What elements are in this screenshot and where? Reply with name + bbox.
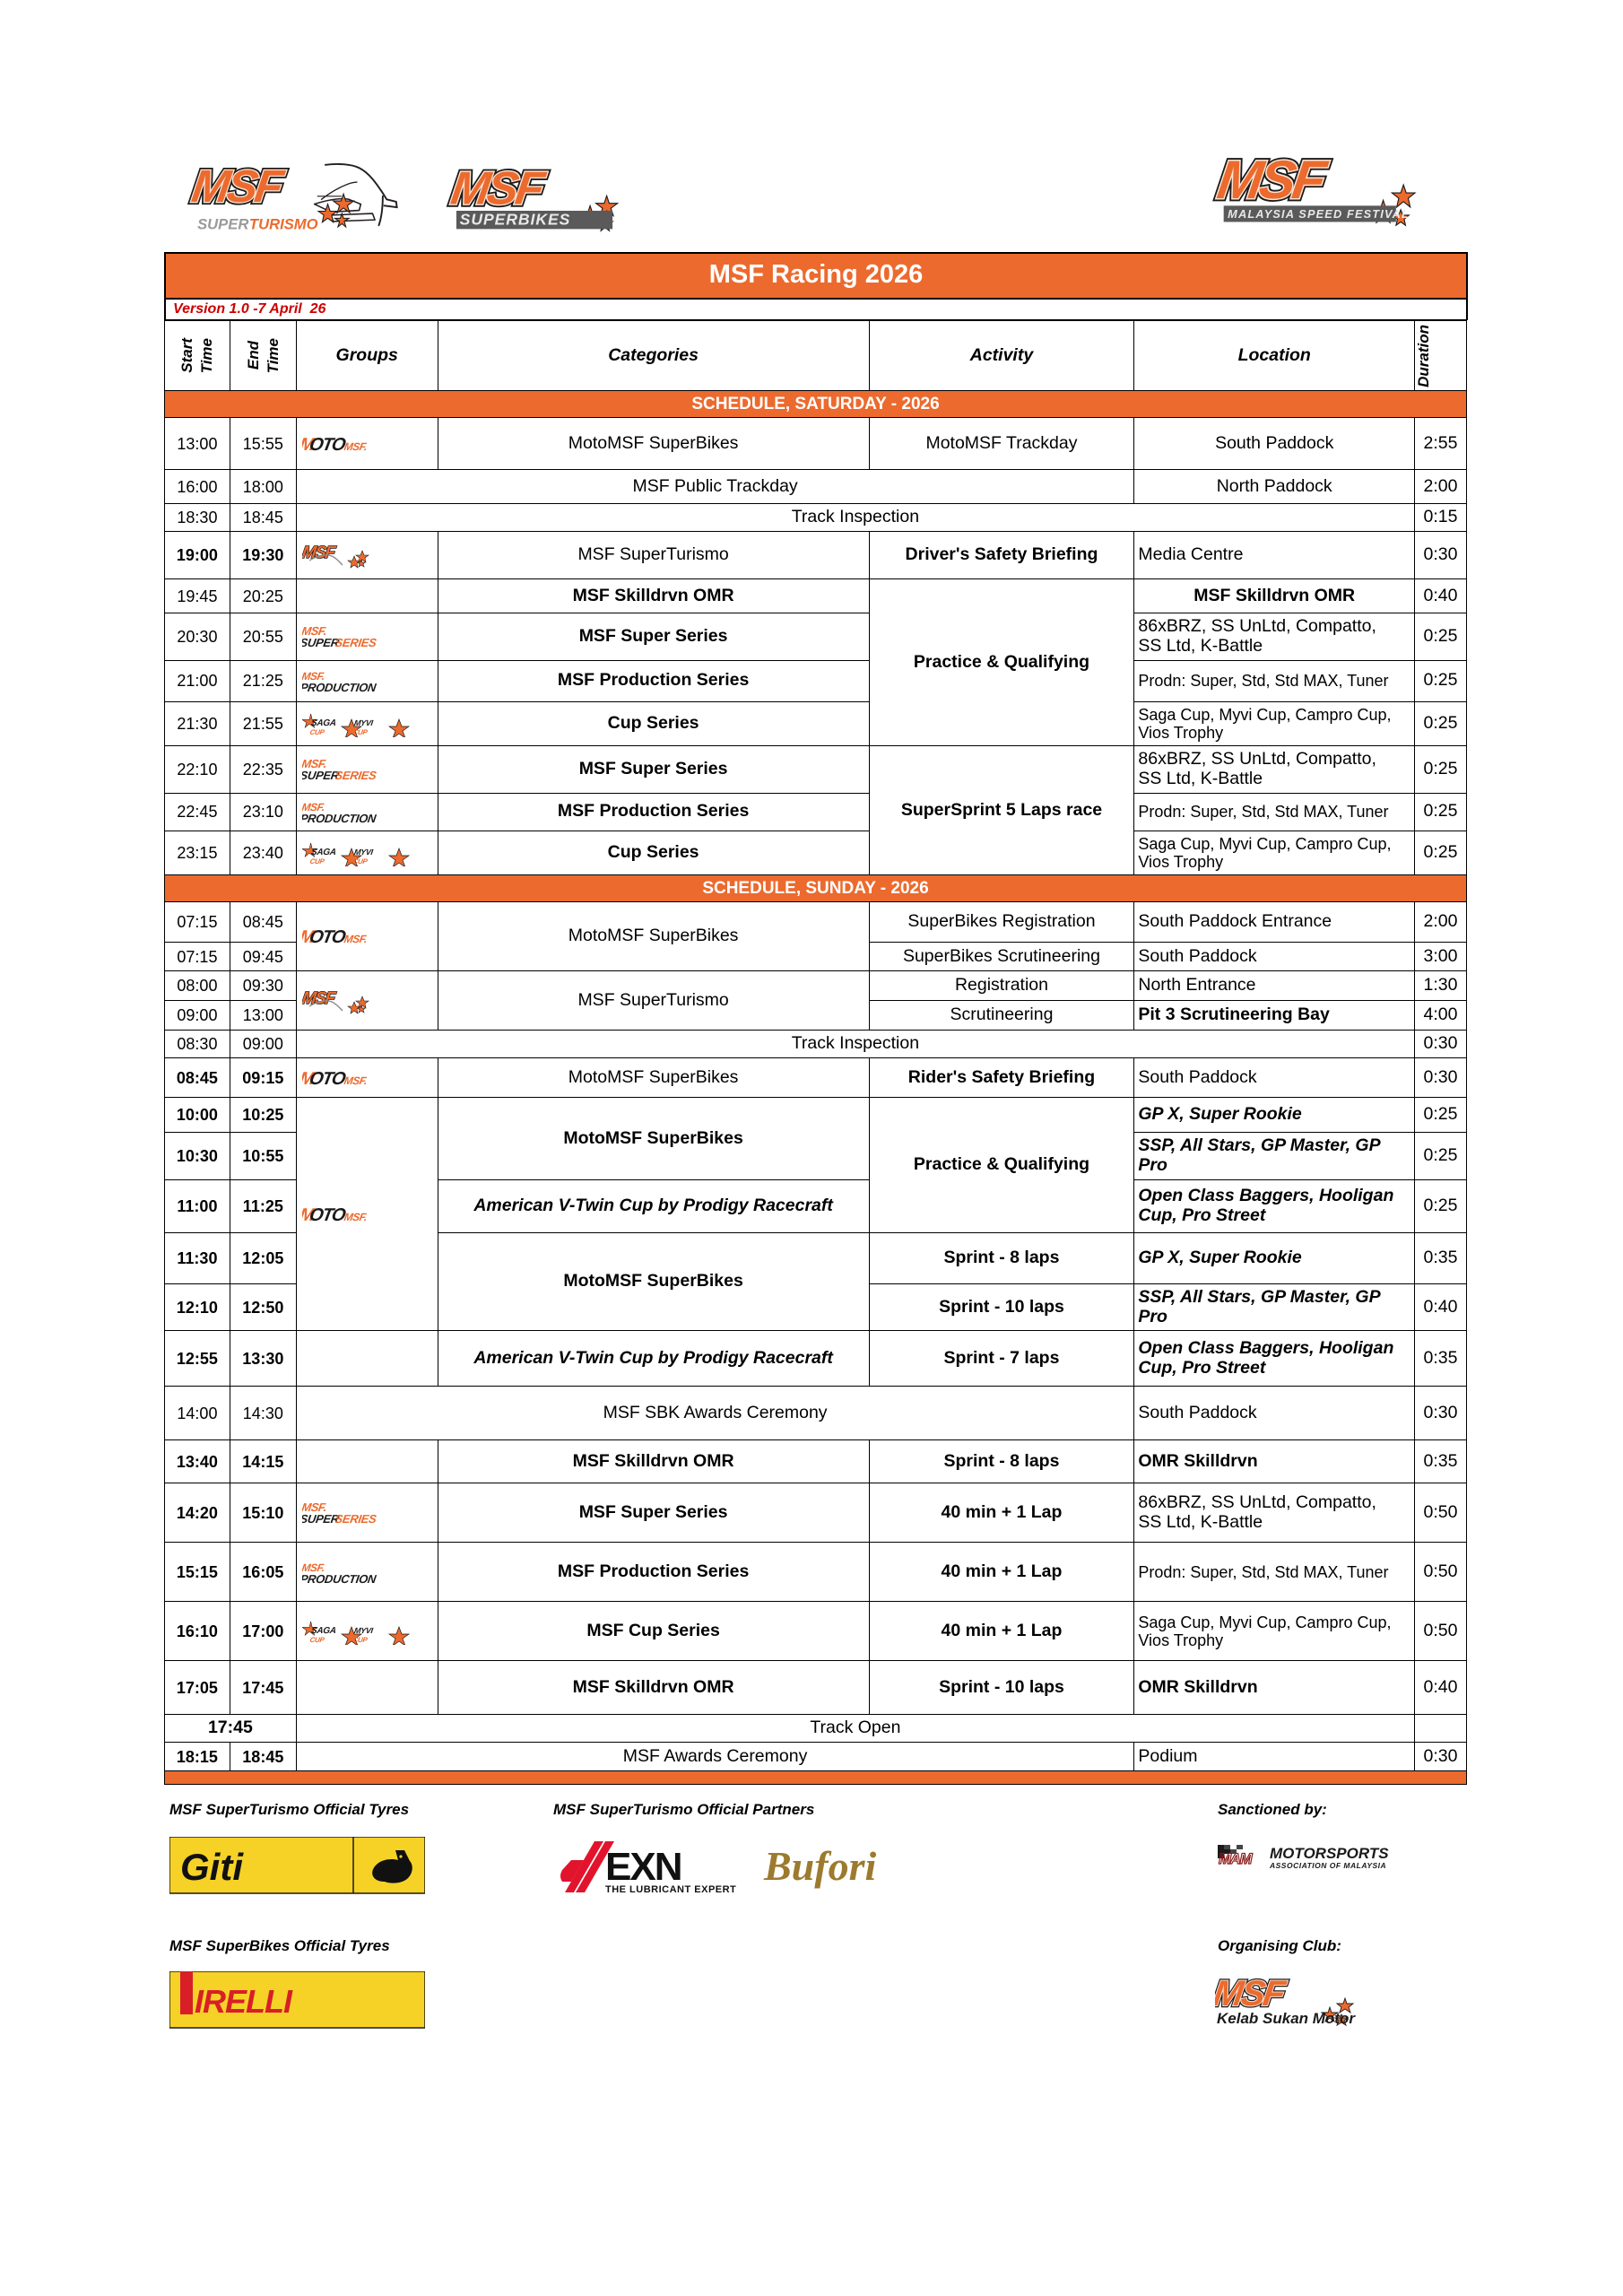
- svg-text:MSF: MSF: [302, 544, 338, 562]
- svg-text:CUP: CUP: [309, 857, 325, 865]
- svg-text:OTO: OTO: [308, 435, 348, 455]
- svg-text:CUP: CUP: [309, 1636, 325, 1644]
- svg-text:PRODUCTION: PRODUCTION: [302, 1572, 378, 1586]
- svg-text:EXN: EXN: [605, 1845, 681, 1889]
- svg-text:ASSOCIATION OF MALAYSIA: ASSOCIATION OF MALAYSIA: [1269, 1861, 1386, 1870]
- svg-text:SAGA: SAGA: [310, 1626, 336, 1636]
- svg-text:MALAYSIA SPEED FESTIVAL: MALAYSIA SPEED FESTIVAL: [1228, 207, 1410, 221]
- svg-text:MAM: MAM: [1219, 1850, 1253, 1867]
- svg-text:MSF: MSF: [189, 161, 289, 212]
- svg-text:OTO: OTO: [308, 1069, 348, 1089]
- svg-text:MYVI: MYVI: [353, 718, 374, 727]
- svg-text:SERIES: SERIES: [334, 636, 378, 649]
- svg-text:PRODUCTION: PRODUCTION: [302, 681, 378, 694]
- svg-text:OTO: OTO: [308, 1205, 348, 1225]
- svg-text:MYVI: MYVI: [353, 1626, 374, 1635]
- svg-text:IRELLI: IRELLI: [195, 1983, 293, 2020]
- svg-text:SAGA: SAGA: [310, 848, 336, 857]
- svg-text:THE LUBRICANT EXPERT: THE LUBRICANT EXPERT: [605, 1884, 736, 1895]
- svg-text:MOTORSPORTS: MOTORSPORTS: [1270, 1845, 1389, 1862]
- svg-text:SAGA: SAGA: [310, 718, 336, 728]
- svg-text:PRODUCTION: PRODUCTION: [302, 812, 378, 825]
- svg-text:MSF.: MSF.: [343, 1211, 368, 1223]
- svg-text:MSF: MSF: [1215, 1973, 1289, 2013]
- svg-text:CUP: CUP: [352, 857, 369, 865]
- svg-text:MSF: MSF: [447, 163, 549, 215]
- svg-text:MSF.: MSF.: [343, 933, 368, 945]
- svg-text:MYVI: MYVI: [353, 848, 374, 857]
- svg-text:OTO: OTO: [308, 927, 348, 947]
- svg-text:MSF: MSF: [302, 989, 338, 1008]
- svg-text:Kelab Sukan Motor: Kelab Sukan Motor: [1217, 2010, 1356, 2027]
- svg-text:MSF: MSF: [1214, 149, 1332, 210]
- svg-text:Bufori: Bufori: [763, 1843, 876, 1889]
- svg-text:TURISMO: TURISMO: [249, 216, 318, 233]
- svg-text:Giti: Giti: [180, 1846, 244, 1888]
- svg-text:MSF.: MSF.: [343, 440, 368, 453]
- svg-text:SUPERBIKES: SUPERBIKES: [460, 211, 571, 229]
- svg-text:CUP: CUP: [309, 728, 325, 736]
- svg-text:SERIES: SERIES: [334, 1512, 378, 1526]
- svg-text:CUP: CUP: [352, 728, 369, 736]
- svg-text:MSF.: MSF.: [343, 1074, 368, 1087]
- svg-text:SERIES: SERIES: [334, 769, 378, 782]
- svg-text:CUP: CUP: [352, 1636, 369, 1644]
- svg-text:SUPER: SUPER: [197, 216, 248, 233]
